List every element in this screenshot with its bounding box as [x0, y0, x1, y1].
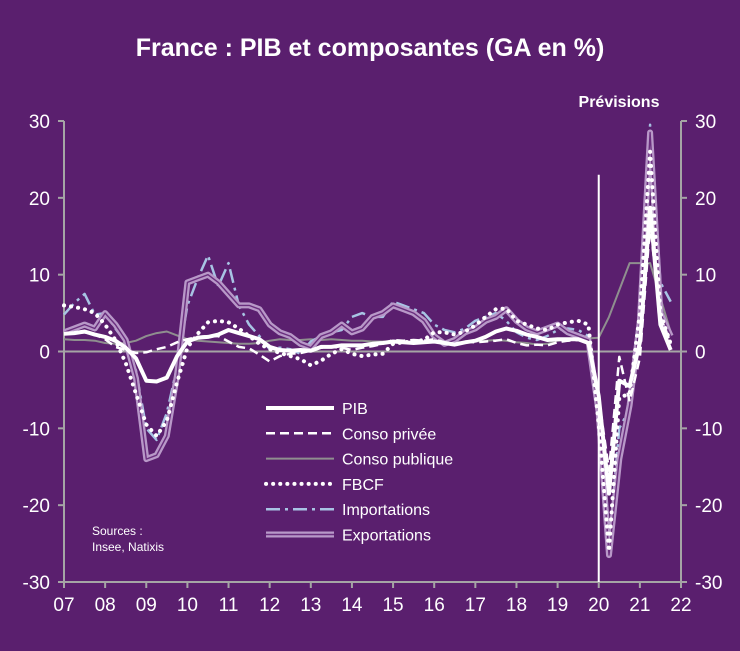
x-tick-label: 16 [424, 595, 445, 616]
series-line-fbcf [62, 149, 673, 554]
forecast-label: Prévisions [579, 94, 660, 111]
x-tick-label: 10 [177, 595, 198, 616]
sources-value: Insee, Natixis [92, 540, 164, 554]
x-tick-label: 21 [629, 595, 650, 616]
y-tick-label-left: -20 [23, 496, 50, 517]
x-tick-label: 20 [588, 595, 609, 616]
legend-item: Conso publique [266, 452, 453, 469]
x-tick-label: 13 [300, 595, 321, 616]
annotations: Prévisions Sources : Insee, Natixis [92, 94, 660, 582]
chart-title: France : PIB et composantes (GA en %) [136, 34, 605, 62]
y-tick-label-right: 0 [695, 343, 706, 364]
legend-label: PIB [342, 401, 368, 418]
x-tick-label: 11 [219, 595, 239, 616]
y-tick-label-left: -10 [23, 419, 50, 440]
y-tick-label-right: -20 [695, 496, 722, 517]
series-line-importations [63, 123, 672, 549]
series-layer [62, 123, 674, 559]
y-tick-label-left: -30 [23, 573, 50, 594]
x-tick-label: 22 [670, 595, 691, 616]
series-line-pib [63, 205, 673, 496]
x-tick-label: 18 [506, 595, 527, 616]
legend-label: Conso publique [342, 452, 453, 469]
legend-item: Conso privée [266, 426, 436, 443]
legend: PIB Conso privée Conso publique FBCF Importa… [264, 401, 453, 545]
y-tick-label-right: -30 [695, 573, 722, 594]
y-tick-label-right: 30 [695, 112, 716, 133]
x-tick-label: 07 [53, 595, 74, 616]
series-line-conso-publique [63, 262, 672, 346]
x-tick-label: 14 [341, 595, 363, 616]
x-tick-label: 12 [259, 595, 280, 616]
x-tick-label: 09 [136, 595, 157, 616]
series-line-exportations-core [63, 131, 672, 556]
x-tick-label: 19 [547, 595, 568, 616]
legend-item: FBCF [264, 477, 384, 494]
sources-label: Sources : [92, 524, 143, 538]
legend-label: Conso privée [342, 426, 436, 443]
y-tick-label-left: 30 [29, 112, 50, 133]
y-tick-label-right: -10 [695, 419, 722, 440]
legend-item: Importations [266, 502, 430, 519]
x-tick-label: 08 [95, 595, 116, 616]
x-tick-label: 17 [465, 595, 486, 616]
legend-item: Exportations [266, 528, 431, 545]
y-tick-label-left: 10 [29, 266, 50, 287]
y-tick-label-right: 10 [695, 266, 716, 287]
x-tick-label: 15 [382, 595, 403, 616]
y-tick-label-right: 20 [695, 189, 716, 210]
y-tick-label-left: 0 [39, 343, 50, 364]
legend-label: Importations [342, 502, 430, 519]
legend-item: PIB [266, 401, 368, 418]
y-tick-label-left: 20 [29, 189, 50, 210]
legend-label: Exportations [342, 528, 431, 545]
legend-label: FBCF [342, 477, 384, 494]
